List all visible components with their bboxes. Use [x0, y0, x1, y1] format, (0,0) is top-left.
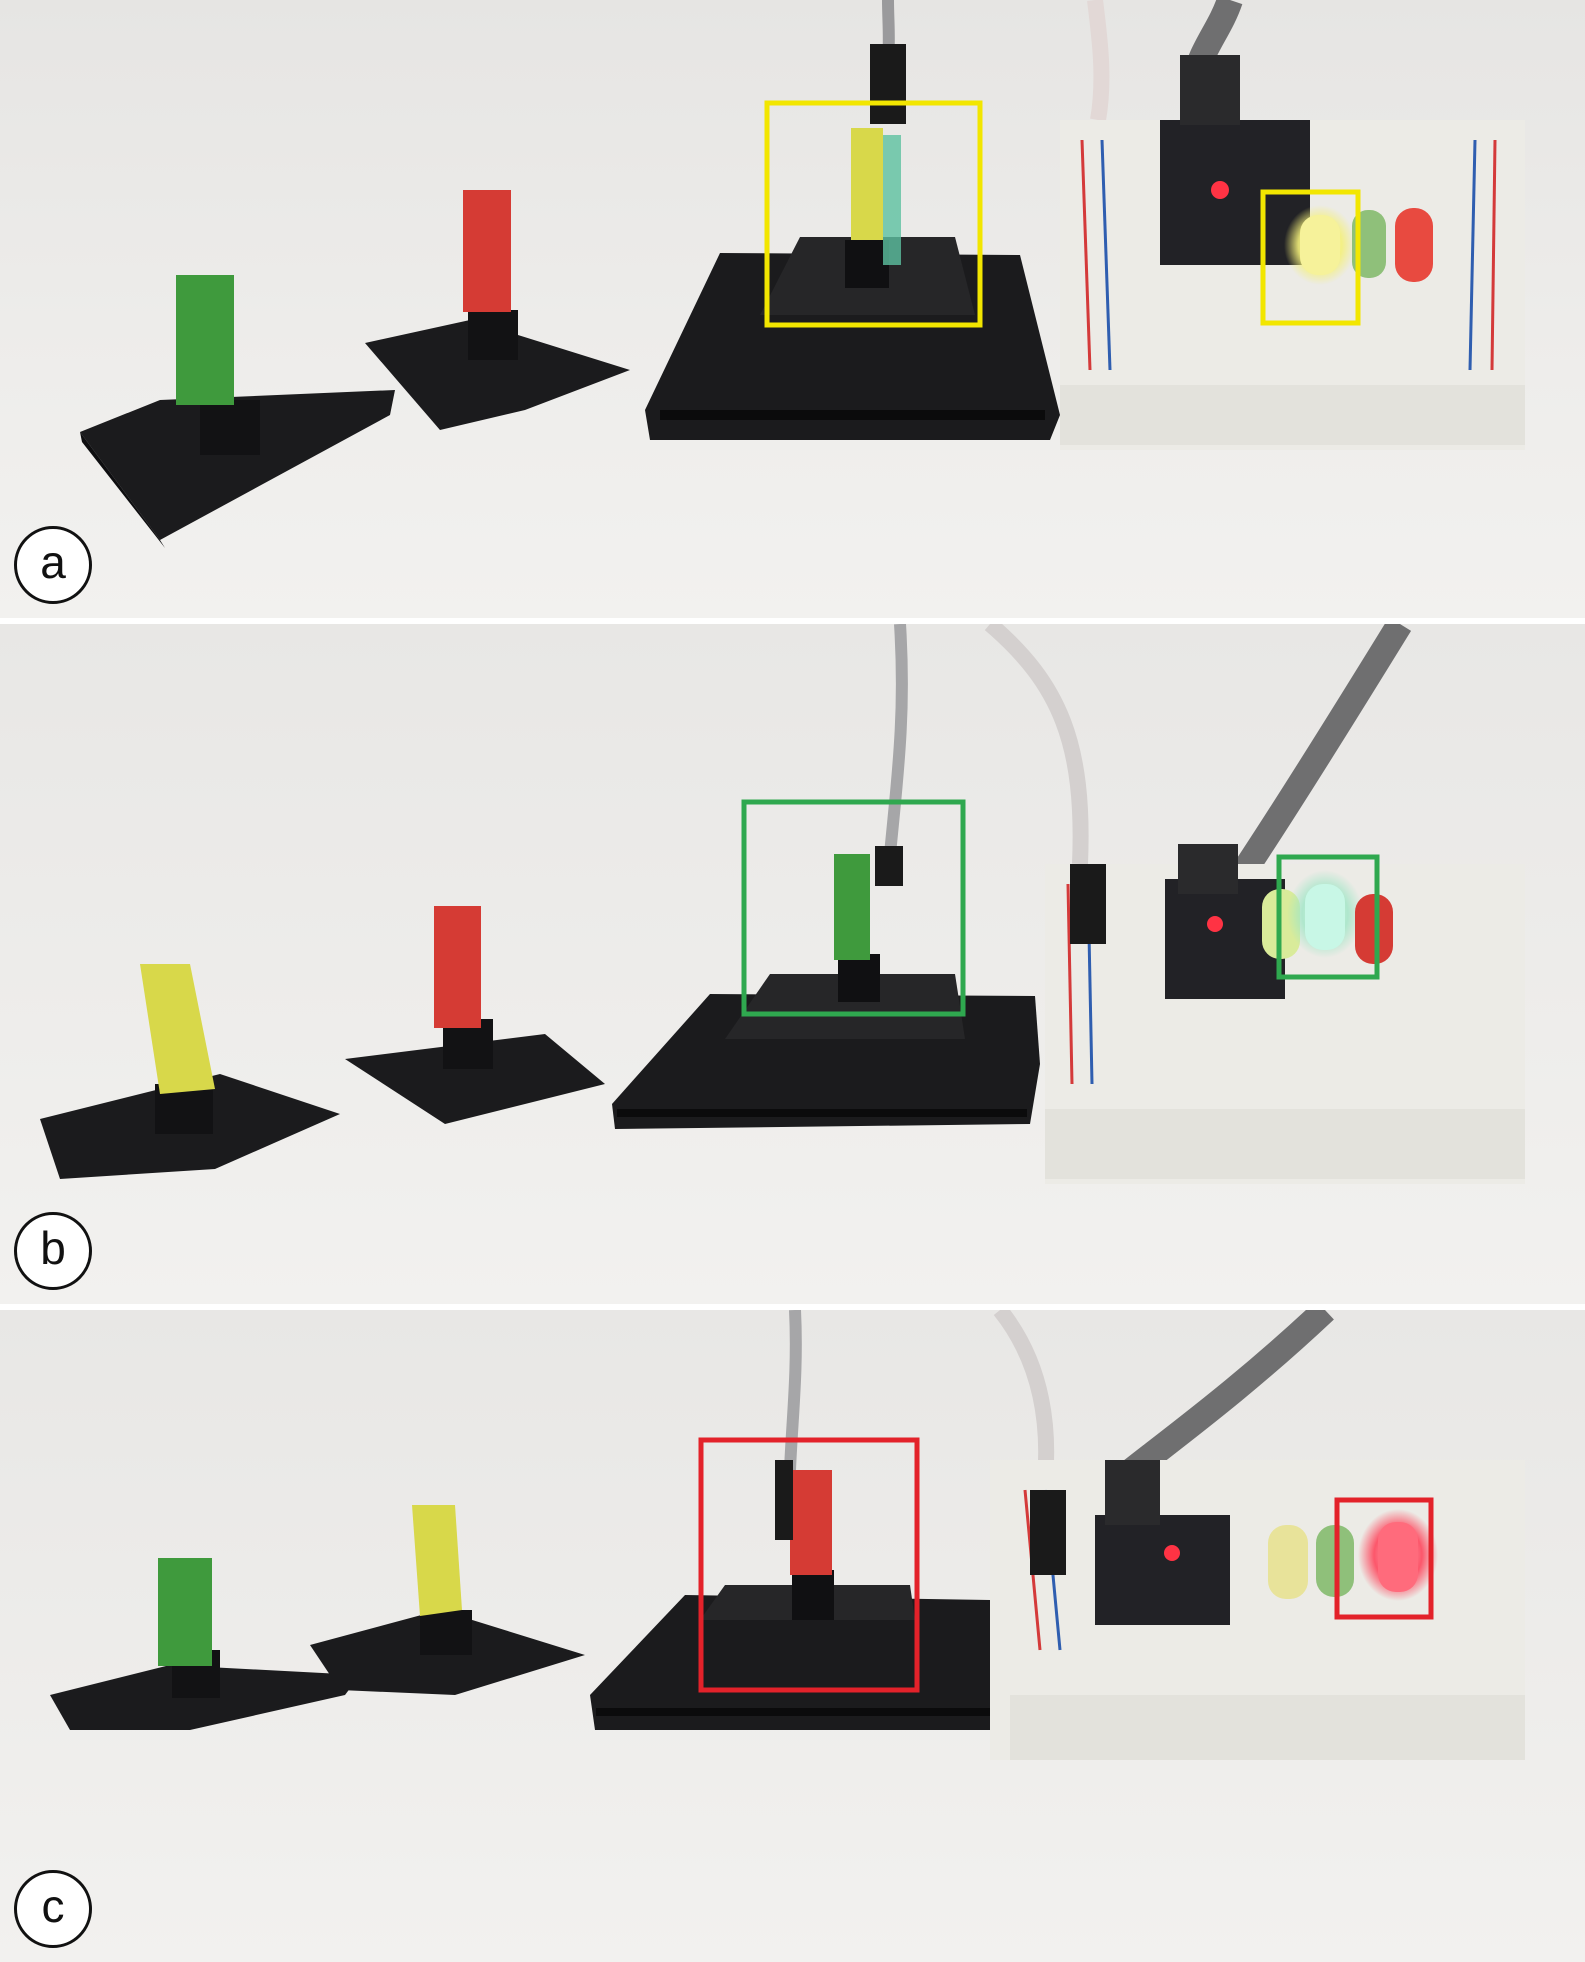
flag-stand-red — [365, 190, 630, 430]
highlight-box-led — [1260, 189, 1361, 326]
panel-label-c: c — [14, 1870, 92, 1948]
flag-stand-yellow — [40, 964, 340, 1179]
breadboard — [990, 1460, 1525, 1760]
panel-c-photo — [0, 1310, 1585, 1962]
highlight-box-flag — [764, 100, 983, 328]
base-platform — [612, 846, 1040, 1129]
breadboard — [1060, 55, 1525, 450]
panel-label-a: a — [14, 526, 92, 604]
flag-stand-green — [50, 1558, 360, 1730]
panel-a-photo — [0, 0, 1585, 618]
panel-a: a — [0, 0, 1585, 618]
base-platform — [645, 128, 1060, 440]
panel-label-b: b — [14, 1212, 92, 1290]
highlight-box-flag — [741, 799, 966, 1017]
divider — [0, 1304, 1585, 1310]
flag-stand-green — [80, 275, 395, 548]
flag-stand-red — [345, 906, 605, 1124]
panel-b: b — [0, 624, 1585, 1304]
highlight-box-flag — [698, 1437, 920, 1693]
flag-stand-yellow — [310, 1505, 585, 1695]
panel-b-photo — [0, 624, 1585, 1304]
highlight-box-led — [1334, 1497, 1434, 1620]
divider — [0, 618, 1585, 624]
panel-c: c — [0, 1310, 1585, 1962]
led-cluster — [1284, 205, 1433, 285]
highlight-box-led — [1276, 854, 1380, 980]
